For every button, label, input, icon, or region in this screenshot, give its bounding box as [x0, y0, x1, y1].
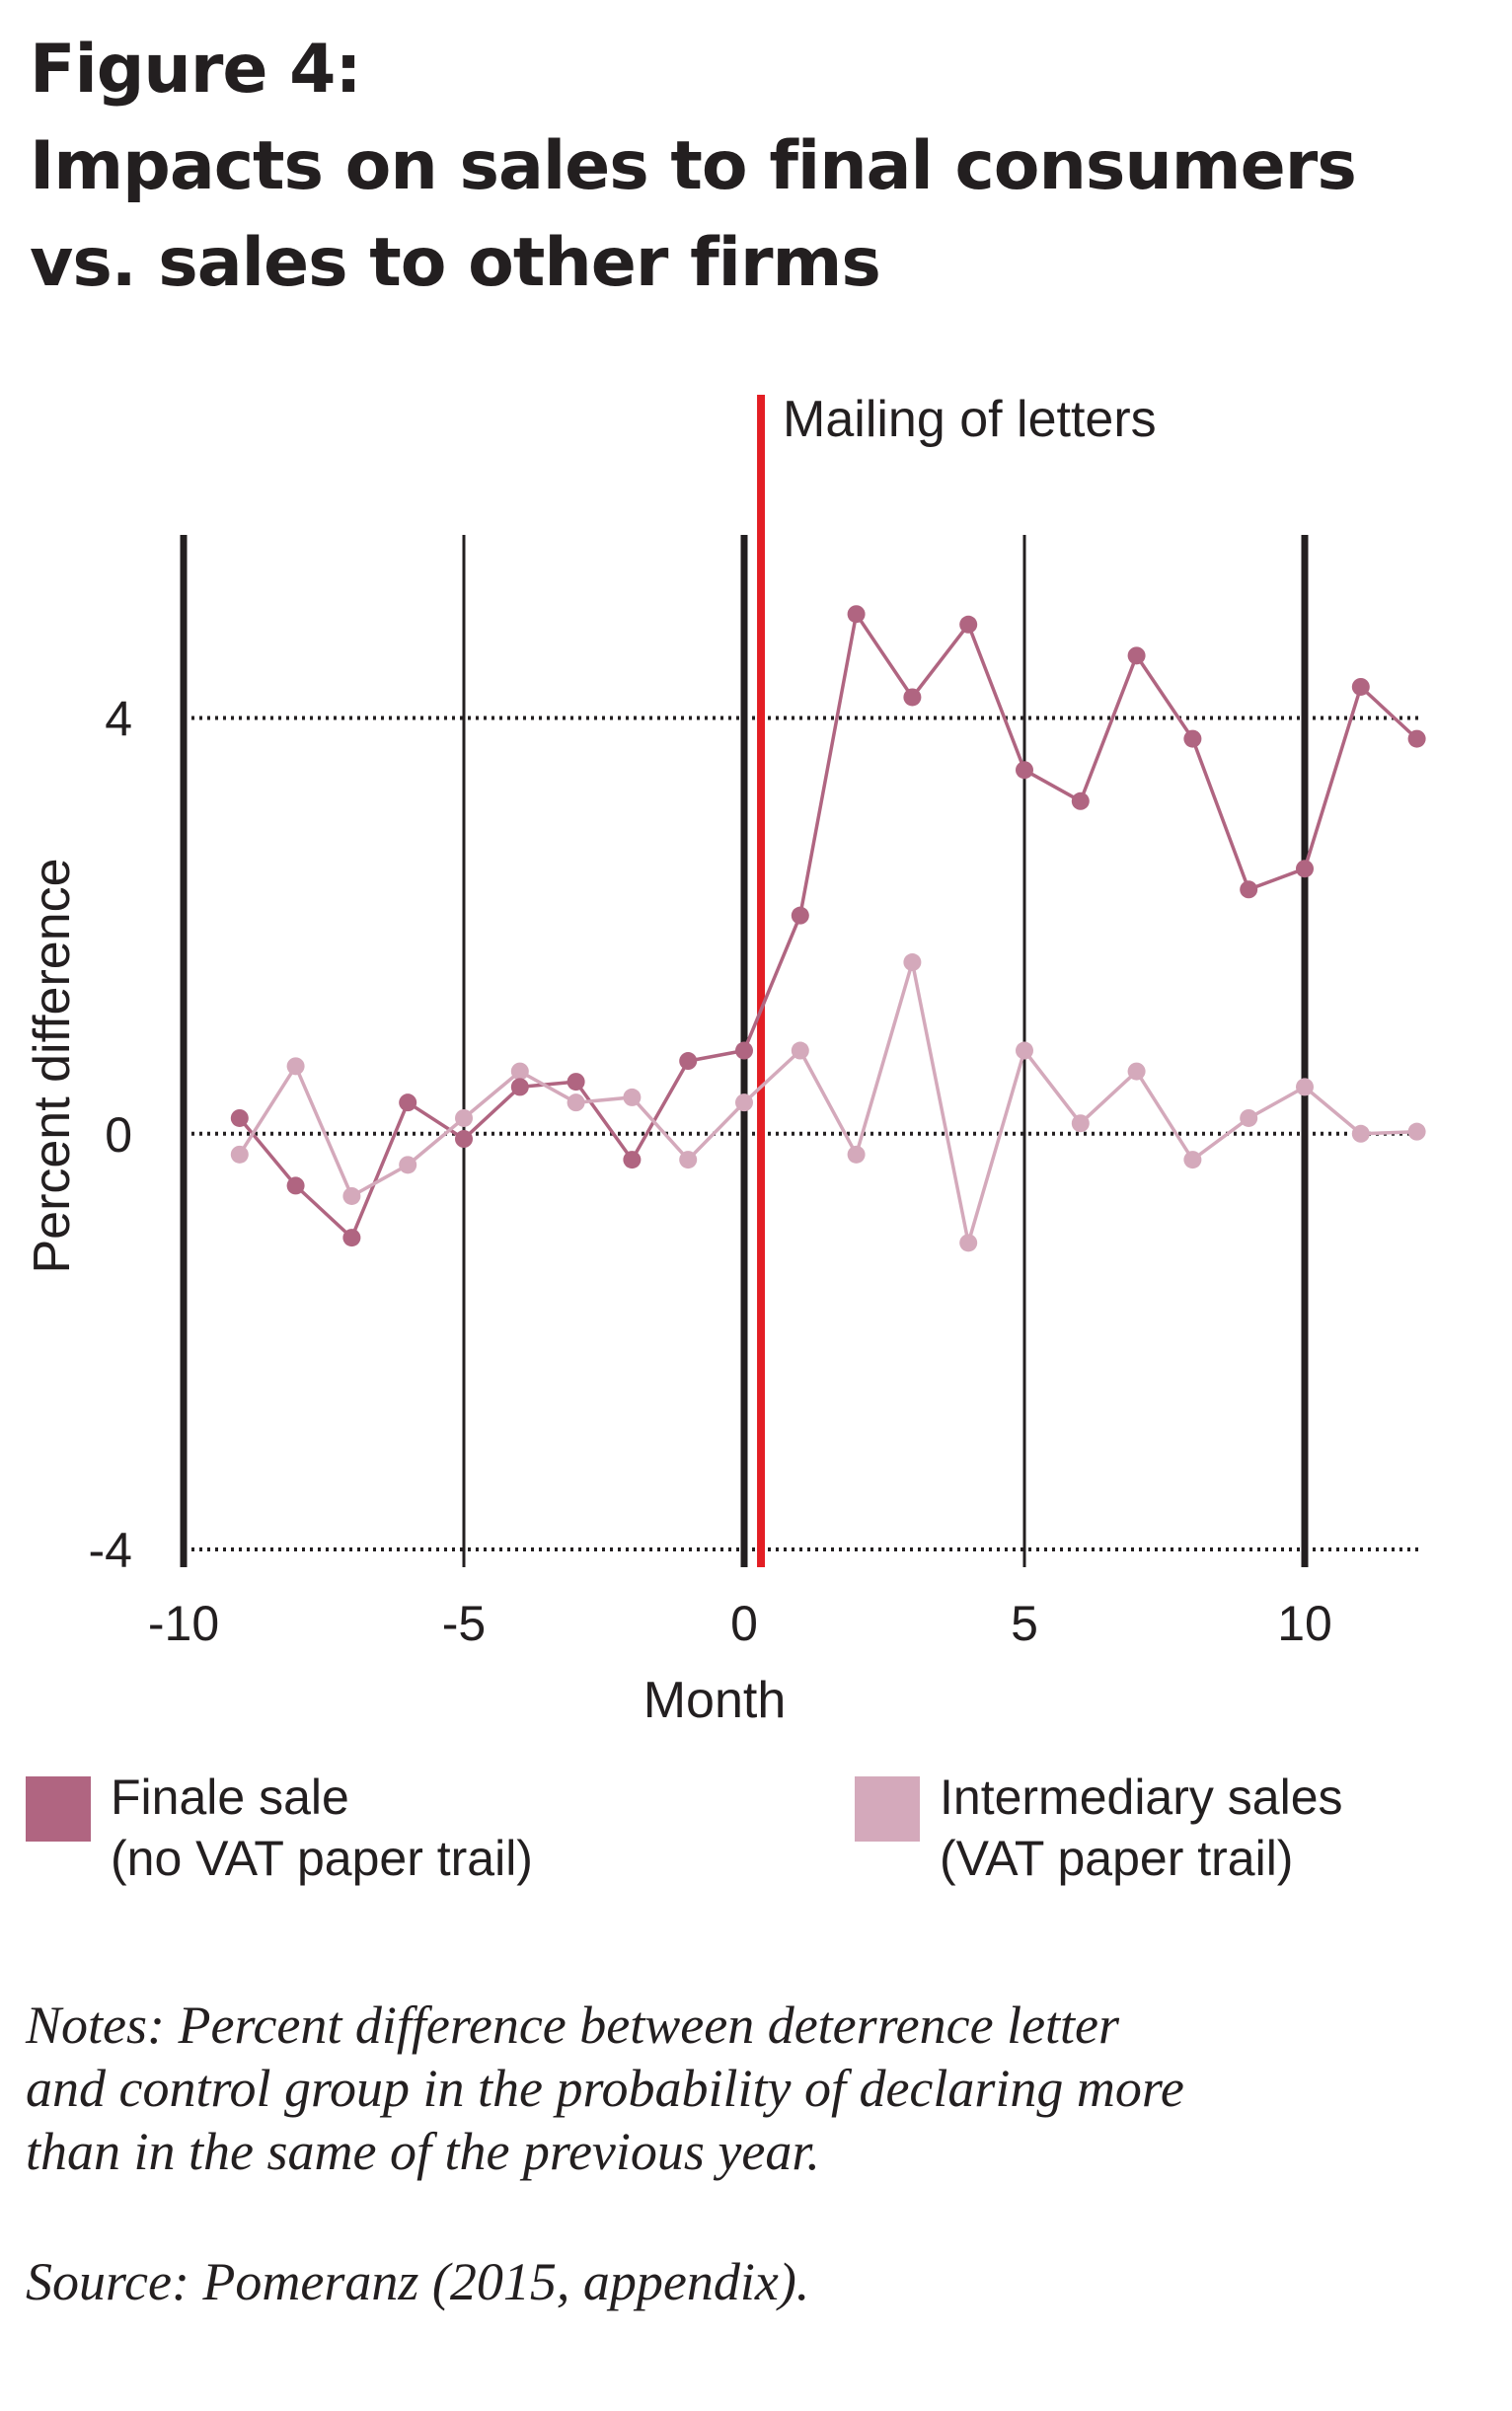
data-point-finale-sale-0: [735, 1041, 753, 1060]
x-tick-label-neg5: -5: [442, 1596, 486, 1651]
label-layer: -4 0 4 -10 -5 0 5 10 Month Percent difference Mail…: [24, 391, 1332, 1729]
figure-title: Figure 4: Impacts on sales to final cons…: [30, 22, 1490, 312]
data-point-finale-sale-neg3: [567, 1073, 585, 1092]
data-point-finale-sale-9: [1240, 880, 1258, 899]
data-point-finale-sale-neg9: [230, 1108, 249, 1127]
data-point-intermediary-sales-0: [735, 1093, 753, 1112]
data-point-intermediary-sales-12: [1407, 1122, 1426, 1141]
data-point-intermediary-sales-neg3: [567, 1093, 585, 1112]
x-tick-label-neg10: -10: [148, 1596, 219, 1651]
line-chart: -4 0 4 -10 -5 0 5 10 Month Percent difference Mail…: [24, 391, 1426, 1729]
legend-label-intermediary-sales: Intermediary sales: [940, 1770, 1343, 1825]
data-point-intermediary-sales-6: [1071, 1114, 1090, 1133]
data-point-finale-sale-neg5: [455, 1130, 473, 1149]
x-axis-label: Month: [643, 1672, 787, 1729]
legend-label-finale-sale: Finale sale: [111, 1770, 349, 1825]
y-tick-label-0: 0: [105, 1107, 132, 1163]
data-point-intermediary-sales-neg9: [230, 1145, 249, 1164]
legend-sublabel-intermediary-sales: (VAT paper trail): [940, 1831, 1294, 1886]
data-point-intermediary-sales-neg6: [399, 1156, 417, 1174]
data-point-finale-sale-neg6: [399, 1093, 417, 1112]
title-line-1: Figure 4:: [30, 31, 362, 109]
data-point-intermediary-sales-neg4: [510, 1062, 529, 1081]
data-point-intermediary-sales-neg1: [679, 1151, 698, 1169]
data-point-intermediary-sales-11: [1351, 1124, 1370, 1143]
data-point-intermediary-sales-5: [1016, 1041, 1033, 1060]
data-point-finale-sale-7: [1127, 646, 1146, 665]
x-tick-label-5: 5: [1011, 1596, 1038, 1651]
data-point-intermediary-sales-1: [791, 1041, 809, 1060]
data-point-intermediary-sales-10: [1296, 1078, 1314, 1096]
data-point-finale-sale-neg4: [510, 1078, 529, 1096]
source-note: Source: Pomeranz (2015, appendix).: [26, 2252, 810, 2311]
data-point-intermediary-sales-8: [1183, 1151, 1202, 1169]
data-point-intermediary-sales-2: [847, 1145, 866, 1164]
data-point-finale-sale-2: [847, 605, 866, 624]
y-tick-label-neg4: -4: [89, 1523, 132, 1578]
legend-sublabel-finale-sale: (no VAT paper trail): [111, 1831, 533, 1886]
data-point-finale-sale-5: [1016, 761, 1033, 780]
data-point-finale-sale-12: [1407, 729, 1426, 748]
data-point-finale-sale-10: [1296, 860, 1314, 878]
data-point-finale-sale-6: [1071, 791, 1090, 810]
title-line-3: vs. sales to other firms: [30, 224, 881, 302]
data-point-finale-sale-neg2: [623, 1151, 642, 1169]
data-point-finale-sale-4: [959, 615, 978, 634]
data-point-intermediary-sales-3: [903, 953, 922, 972]
series-line-intermediary-sales: [238, 960, 1417, 1245]
x-tick-label-0: 0: [730, 1596, 758, 1651]
legend-swatch-intermediary-sales: [855, 1776, 920, 1842]
title-line-2: Impacts on sales to final consumers: [30, 127, 1357, 205]
x-tick-label-10: 10: [1277, 1596, 1332, 1651]
y-tick-label-4: 4: [105, 692, 132, 747]
grid-layer: [180, 395, 1419, 1567]
notes-line-2: and control group in the probability of …: [26, 2059, 1184, 2118]
data-point-finale-sale-neg8: [286, 1176, 305, 1195]
series-layer: [230, 605, 1426, 1252]
data-point-intermediary-sales-neg5: [455, 1108, 473, 1127]
data-point-intermediary-sales-4: [959, 1234, 978, 1252]
data-point-intermediary-sales-neg2: [623, 1088, 642, 1106]
notes: Notes: Percent difference between deterr…: [26, 1994, 1486, 2183]
data-point-intermediary-sales-neg7: [342, 1186, 361, 1205]
data-point-finale-sale-11: [1351, 677, 1370, 696]
legend-swatch-finale-sale: [26, 1776, 91, 1842]
data-point-intermediary-sales-9: [1240, 1108, 1258, 1127]
data-point-finale-sale-neg1: [679, 1052, 698, 1071]
data-point-finale-sale-8: [1183, 729, 1202, 748]
y-axis-label: Percent difference: [24, 858, 81, 1273]
notes-line-3: than in the same of the previous year.: [26, 2122, 820, 2181]
data-point-finale-sale-neg7: [342, 1229, 361, 1247]
event-annotation: Mailing of letters: [783, 391, 1157, 448]
data-point-finale-sale-1: [791, 906, 809, 925]
data-point-finale-sale-3: [903, 688, 922, 707]
notes-line-1: Notes: Percent difference between deterr…: [26, 1996, 1120, 2055]
data-point-intermediary-sales-neg8: [286, 1057, 305, 1076]
series-line-finale-sale: [238, 612, 1418, 1240]
data-point-intermediary-sales-7: [1127, 1062, 1146, 1081]
